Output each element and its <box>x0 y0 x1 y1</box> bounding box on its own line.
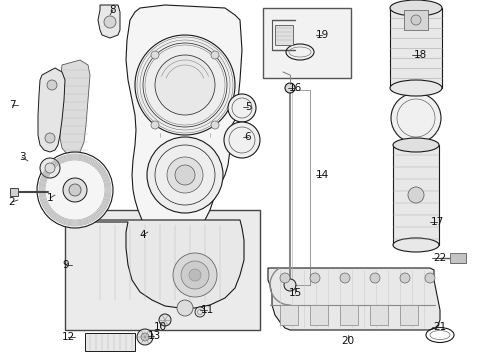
Circle shape <box>45 163 55 173</box>
Text: 7: 7 <box>9 100 15 110</box>
Text: 12: 12 <box>61 332 75 342</box>
Circle shape <box>175 165 195 185</box>
Circle shape <box>135 35 235 135</box>
Text: 19: 19 <box>315 30 328 40</box>
Bar <box>339 305 357 325</box>
Circle shape <box>227 94 256 122</box>
Bar <box>274 25 292 45</box>
Bar <box>399 305 417 325</box>
Circle shape <box>309 273 319 283</box>
Circle shape <box>410 15 420 25</box>
Text: 21: 21 <box>432 322 446 332</box>
Bar <box>389 8 441 88</box>
Circle shape <box>69 184 81 196</box>
Text: 6: 6 <box>244 132 251 142</box>
Circle shape <box>224 122 260 158</box>
Bar <box>309 305 327 325</box>
Circle shape <box>189 269 201 281</box>
Text: 2: 2 <box>9 197 15 207</box>
Text: 4: 4 <box>140 230 146 240</box>
Circle shape <box>173 253 217 297</box>
Circle shape <box>104 16 116 28</box>
Circle shape <box>339 273 349 283</box>
Circle shape <box>63 178 87 202</box>
Circle shape <box>285 83 294 93</box>
Text: 5: 5 <box>244 102 251 112</box>
Circle shape <box>45 133 55 143</box>
Bar <box>85 333 135 351</box>
Circle shape <box>37 152 113 228</box>
Circle shape <box>155 55 215 115</box>
Bar <box>392 145 438 245</box>
Bar <box>403 10 427 30</box>
Circle shape <box>40 158 60 178</box>
Text: 8: 8 <box>109 5 116 15</box>
Circle shape <box>141 333 149 341</box>
Ellipse shape <box>392 238 438 252</box>
Circle shape <box>210 51 219 59</box>
Text: 14: 14 <box>315 170 328 180</box>
Bar <box>10 188 18 196</box>
Circle shape <box>195 307 204 317</box>
Ellipse shape <box>392 138 438 152</box>
Bar <box>280 305 297 325</box>
Circle shape <box>137 329 153 345</box>
Circle shape <box>151 51 159 59</box>
Circle shape <box>280 273 289 283</box>
Text: 10: 10 <box>153 322 166 332</box>
Circle shape <box>399 273 409 283</box>
Text: 18: 18 <box>412 50 426 60</box>
Polygon shape <box>126 5 242 242</box>
Ellipse shape <box>389 80 441 96</box>
Polygon shape <box>60 60 90 156</box>
Circle shape <box>159 314 171 326</box>
Circle shape <box>390 93 440 143</box>
Bar <box>263 8 350 78</box>
Bar <box>65 210 260 330</box>
Circle shape <box>424 273 434 283</box>
Text: 17: 17 <box>429 217 443 227</box>
Circle shape <box>147 137 223 213</box>
Circle shape <box>210 121 219 129</box>
Text: 9: 9 <box>62 260 69 270</box>
Polygon shape <box>38 68 65 152</box>
Circle shape <box>181 261 208 289</box>
Bar <box>449 253 465 263</box>
Polygon shape <box>80 220 244 308</box>
Circle shape <box>47 80 57 90</box>
Text: 13: 13 <box>147 331 160 341</box>
Ellipse shape <box>389 0 441 16</box>
Circle shape <box>284 279 295 291</box>
Text: 1: 1 <box>46 193 53 203</box>
Circle shape <box>151 121 159 129</box>
Text: 11: 11 <box>200 305 213 315</box>
Polygon shape <box>98 5 120 38</box>
Circle shape <box>369 273 379 283</box>
Text: 15: 15 <box>288 288 301 298</box>
Polygon shape <box>267 268 439 330</box>
Circle shape <box>177 300 193 316</box>
Bar <box>369 305 387 325</box>
Circle shape <box>167 157 203 193</box>
Circle shape <box>407 187 423 203</box>
Text: 22: 22 <box>432 253 446 263</box>
Text: 16: 16 <box>288 83 301 93</box>
Text: 3: 3 <box>19 152 25 162</box>
Text: 20: 20 <box>341 336 354 346</box>
